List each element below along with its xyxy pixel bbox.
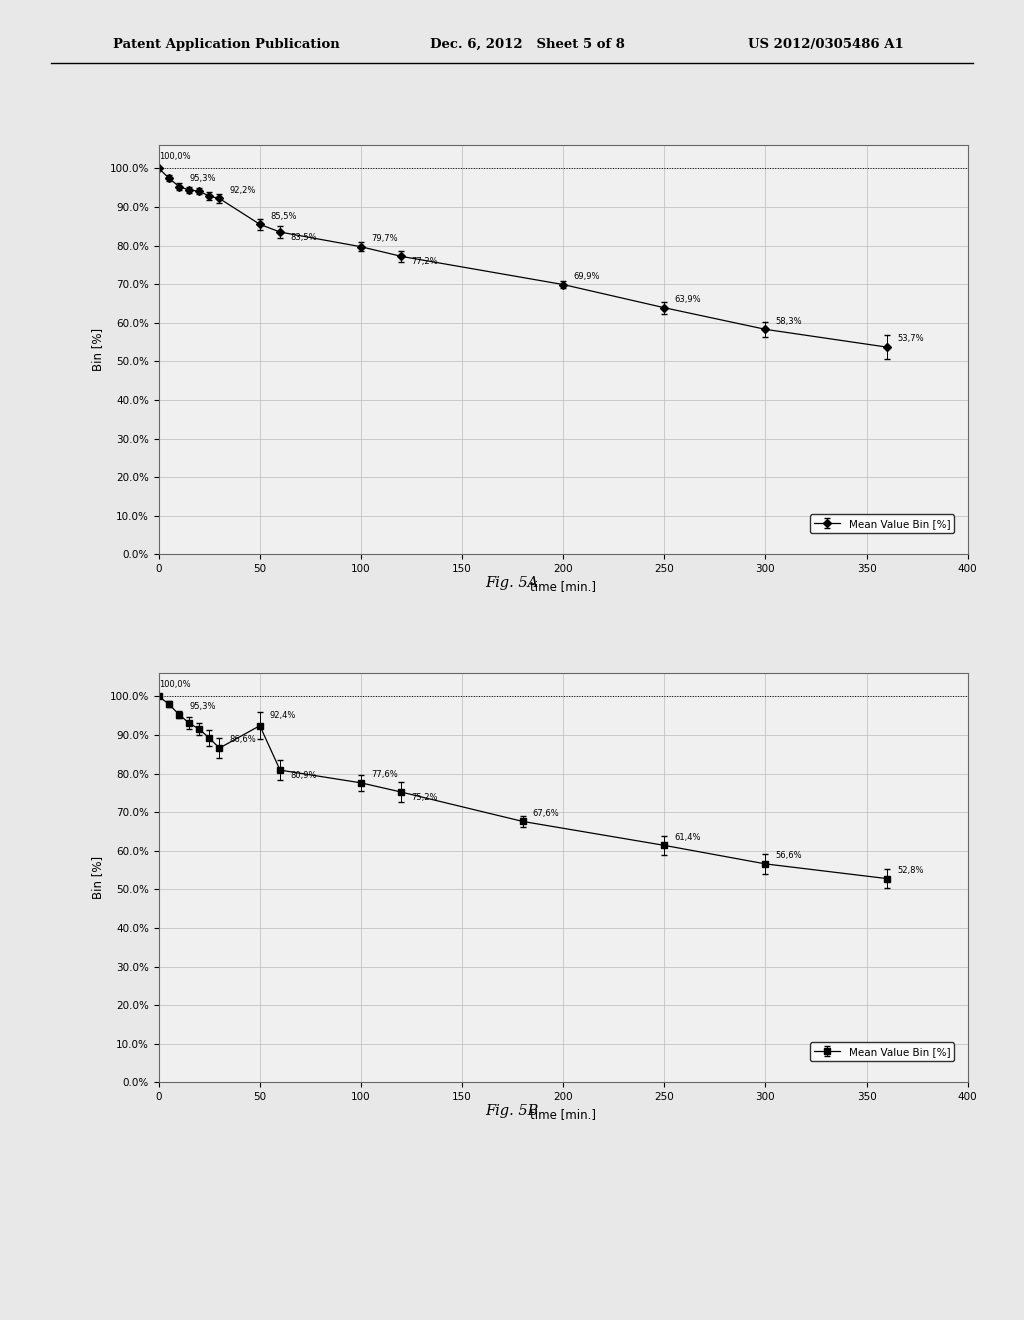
- Text: 77,2%: 77,2%: [412, 257, 438, 267]
- Text: 77,6%: 77,6%: [371, 770, 397, 779]
- Text: 95,3%: 95,3%: [189, 174, 216, 182]
- Text: Patent Application Publication: Patent Application Publication: [113, 37, 339, 50]
- Text: 52,8%: 52,8%: [897, 866, 924, 875]
- Text: US 2012/0305486 A1: US 2012/0305486 A1: [748, 37, 903, 50]
- Text: 56,6%: 56,6%: [775, 851, 802, 861]
- X-axis label: time [min.]: time [min.]: [530, 579, 596, 593]
- Legend: Mean Value Bin [%]: Mean Value Bin [%]: [810, 1043, 954, 1061]
- Text: 61,4%: 61,4%: [675, 833, 701, 842]
- Text: 67,6%: 67,6%: [532, 809, 559, 817]
- Text: 79,7%: 79,7%: [371, 234, 397, 243]
- Text: Fig. 5B: Fig. 5B: [485, 1105, 539, 1118]
- Text: 85,5%: 85,5%: [270, 211, 297, 220]
- Text: 92,4%: 92,4%: [270, 711, 296, 719]
- Text: 83,5%: 83,5%: [290, 232, 316, 242]
- Legend: Mean Value Bin [%]: Mean Value Bin [%]: [810, 515, 954, 533]
- Text: 69,9%: 69,9%: [573, 272, 600, 281]
- Text: 58,3%: 58,3%: [775, 317, 802, 326]
- Text: 75,2%: 75,2%: [412, 793, 438, 801]
- Text: 80,9%: 80,9%: [290, 771, 316, 780]
- Text: 100,0%: 100,0%: [159, 152, 190, 161]
- Text: Dec. 6, 2012   Sheet 5 of 8: Dec. 6, 2012 Sheet 5 of 8: [430, 37, 625, 50]
- Text: 95,3%: 95,3%: [189, 702, 216, 710]
- X-axis label: time [min.]: time [min.]: [530, 1107, 596, 1121]
- Text: Fig. 5A: Fig. 5A: [485, 577, 539, 590]
- Text: 92,2%: 92,2%: [229, 186, 256, 194]
- Y-axis label: Bin [%]: Bin [%]: [91, 857, 104, 899]
- Y-axis label: Bin [%]: Bin [%]: [91, 329, 104, 371]
- Text: 100,0%: 100,0%: [159, 680, 190, 689]
- Text: 53,7%: 53,7%: [897, 334, 924, 343]
- Text: 86,6%: 86,6%: [229, 735, 256, 744]
- Text: 63,9%: 63,9%: [675, 294, 701, 304]
